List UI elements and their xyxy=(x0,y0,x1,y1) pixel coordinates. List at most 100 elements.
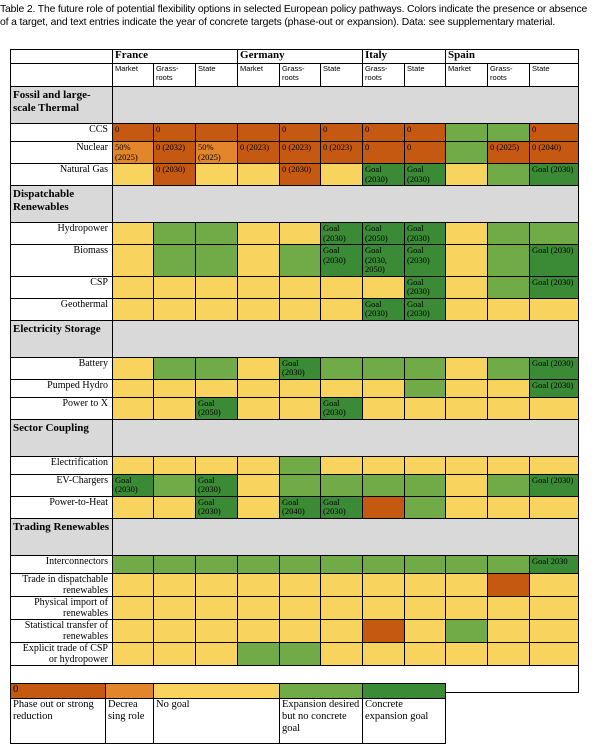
cell xyxy=(320,618,364,643)
cell xyxy=(445,473,489,497)
cell xyxy=(362,455,406,475)
cell xyxy=(237,618,281,643)
cell xyxy=(320,378,364,398)
row-label: Explicit trade of CSP or hydropower xyxy=(10,641,113,666)
cell xyxy=(362,618,406,643)
row-label: Hydropower xyxy=(10,222,113,245)
cell xyxy=(362,356,406,380)
cell xyxy=(362,378,406,398)
data-row: EV-Chargers Goal (2030) Goal (2030) Goal (2… xyxy=(10,473,580,497)
cell xyxy=(194,275,239,299)
cell: Goal (2040) xyxy=(279,495,322,519)
cell xyxy=(153,244,196,277)
cell: Goal (2030) xyxy=(279,356,322,380)
section-title: Electricity Storage xyxy=(10,319,113,358)
cell xyxy=(487,495,531,519)
legend-label: Phase out or strong reduction xyxy=(10,698,106,744)
legend-swatch xyxy=(279,683,363,699)
data-row: Biomass Goal (2030) Goal (2030, 2050) Goal … xyxy=(10,244,580,277)
cell: 0 xyxy=(320,123,364,142)
country: France xyxy=(111,49,239,64)
cell xyxy=(487,222,531,245)
row-label: Nuclear xyxy=(10,141,113,164)
cell xyxy=(194,222,239,245)
cell xyxy=(279,473,322,497)
data-row: Geothermal Goal (2030) Goal (2030) xyxy=(10,297,580,321)
cell xyxy=(445,618,489,643)
cell xyxy=(362,554,406,574)
column-header: State xyxy=(194,63,239,87)
cell xyxy=(112,618,154,643)
cell xyxy=(194,378,239,398)
cell xyxy=(487,595,531,620)
cell: Goal (2030) xyxy=(529,163,580,186)
cell xyxy=(445,572,489,597)
data-row: Power-to-Heat Goal (2030) Goal (2040) Goal … xyxy=(10,495,580,519)
row-label: Electrification xyxy=(10,455,113,475)
section-row: Sector Coupling xyxy=(10,418,580,457)
cell: Goal (2030) xyxy=(320,222,364,245)
cell xyxy=(529,455,580,475)
cell xyxy=(529,572,580,597)
cell xyxy=(237,222,281,245)
cell: Goal (2030) xyxy=(404,222,447,245)
cell: Goal (2030) xyxy=(194,473,239,497)
cell xyxy=(487,356,531,380)
cell xyxy=(404,495,447,519)
data-row: CSP Goal (2030) Goal (2030) xyxy=(10,275,580,299)
cell: 0 (2023) xyxy=(237,141,281,164)
cell xyxy=(194,163,239,186)
cell: Goal (2030) xyxy=(362,297,406,321)
cell: 0 xyxy=(362,123,406,142)
row-label: Battery xyxy=(10,356,113,380)
cell xyxy=(445,495,489,519)
cell xyxy=(153,554,196,574)
cell xyxy=(237,554,281,574)
cell xyxy=(237,123,281,142)
cell: 0 (2030) xyxy=(279,163,322,186)
cell: Goal (2030) xyxy=(529,378,580,398)
cell xyxy=(237,455,281,475)
cell xyxy=(445,222,489,245)
row-label: CCS xyxy=(10,123,113,142)
cell: Goal (2030) xyxy=(404,297,447,321)
cell: 0 xyxy=(404,141,447,164)
legend-label: Expansion desired but no concrete goal xyxy=(279,698,363,744)
cell xyxy=(279,222,322,245)
cell xyxy=(112,641,154,666)
cell xyxy=(362,572,406,597)
cell xyxy=(279,641,322,666)
cell xyxy=(194,554,239,574)
data-row: Explicit trade of CSP or hydropower xyxy=(10,641,580,666)
cell xyxy=(487,572,531,597)
cell xyxy=(153,297,196,321)
cell xyxy=(362,595,406,620)
cell: 0 (2023) xyxy=(279,141,322,164)
column-header: Market xyxy=(445,63,489,87)
data-row: Trade in dispatchable renewables xyxy=(10,572,580,597)
cell xyxy=(237,641,281,666)
cell xyxy=(320,455,364,475)
cell: Goal (2050) xyxy=(194,396,239,420)
row-label: Trade in dispatchable renewables xyxy=(10,572,113,597)
cell: Goal (2030) xyxy=(320,495,364,519)
cell xyxy=(487,378,531,398)
row-label: Interconnectors xyxy=(10,554,113,574)
data-row: Electrification xyxy=(10,455,580,475)
cell xyxy=(194,356,239,380)
row-label: Power to X xyxy=(10,396,113,420)
data-row: Nuclear 50% (2025) 0 (2032) 50% (2025) 0 (20… xyxy=(10,141,580,164)
cell xyxy=(237,297,281,321)
cell xyxy=(487,297,531,321)
cell xyxy=(112,455,154,475)
cell: Goal (2030) xyxy=(404,244,447,277)
row-label: Biomass xyxy=(10,244,113,277)
section-fill xyxy=(111,517,580,556)
column-header: Grass-roots xyxy=(279,63,322,87)
subheader-row: Market Grass-roots State Market Grass-roots S… xyxy=(10,63,580,87)
cell xyxy=(445,244,489,277)
data-row: Pumped Hydro Goal (2030) xyxy=(10,378,580,398)
cell xyxy=(404,641,447,666)
section-row: Electricity Storage xyxy=(10,319,580,358)
